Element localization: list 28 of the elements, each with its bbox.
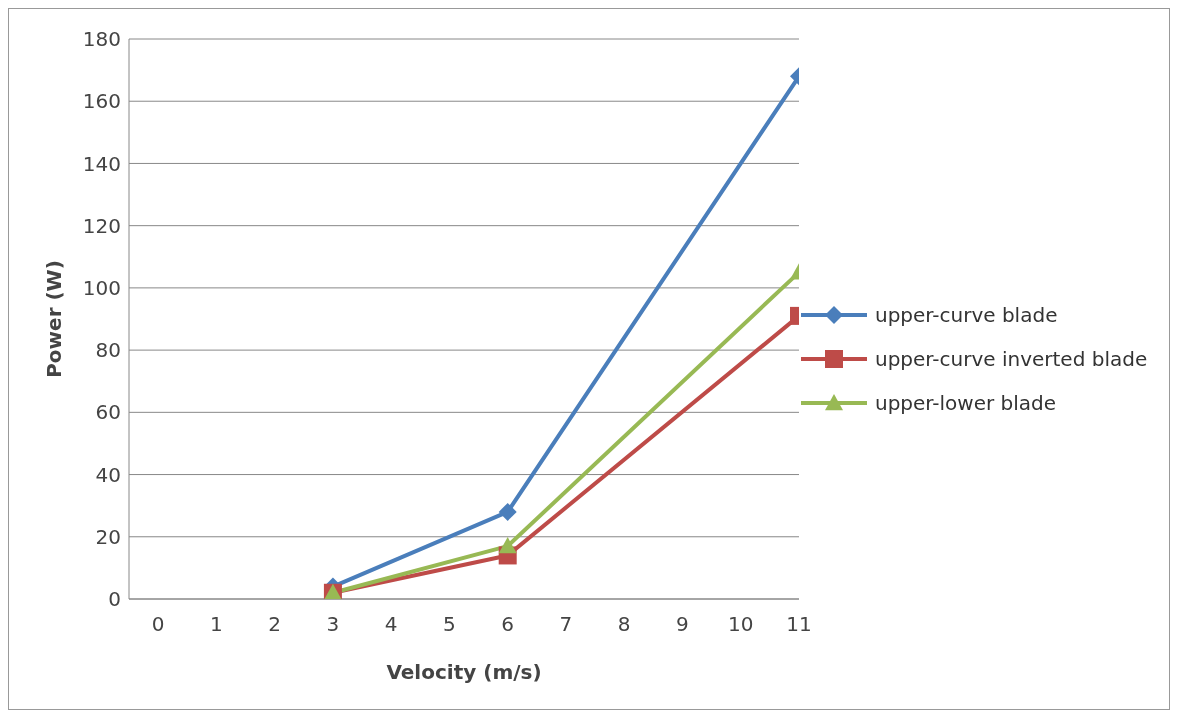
legend-label: upper-curve blade <box>875 303 1058 327</box>
y-tick-label: 100 <box>82 275 121 300</box>
point <box>498 502 517 521</box>
y-tick-label: 0 <box>108 587 121 612</box>
x-tick-label: 6 <box>501 612 515 637</box>
x-tick-label: 8 <box>617 612 631 637</box>
y-tick-label: 20 <box>95 524 121 549</box>
x-tick-label: 3 <box>326 612 340 637</box>
y-tick-label: 140 <box>82 151 121 176</box>
x-axis-title: Velocity (m/s) <box>386 660 542 684</box>
x-tick-label: 9 <box>676 612 689 637</box>
y-tick-label: 60 <box>95 400 121 425</box>
y-tick-label: 160 <box>82 89 121 114</box>
x-tick-label: 0 <box>151 612 165 637</box>
x-tick-label: 4 <box>384 612 398 637</box>
y-tick-label: 120 <box>82 213 121 238</box>
y-tick-label: 180 <box>82 27 121 52</box>
legend-label: upper-lower blade <box>875 391 1057 415</box>
legend-label: upper-curve inverted blade <box>875 347 1148 371</box>
x-tick-label: 2 <box>268 612 282 637</box>
y-tick-label: 80 <box>95 338 121 363</box>
x-tick-label: 1 <box>210 612 223 637</box>
y-tick-label: 40 <box>95 462 121 487</box>
x-tick-label: 5 <box>443 612 456 637</box>
y-axis-title: Power (W) <box>42 260 67 378</box>
x-tick-label: 7 <box>559 612 573 637</box>
x-tick-label: 11 <box>786 612 812 637</box>
x-tick-label: 10 <box>728 612 754 637</box>
